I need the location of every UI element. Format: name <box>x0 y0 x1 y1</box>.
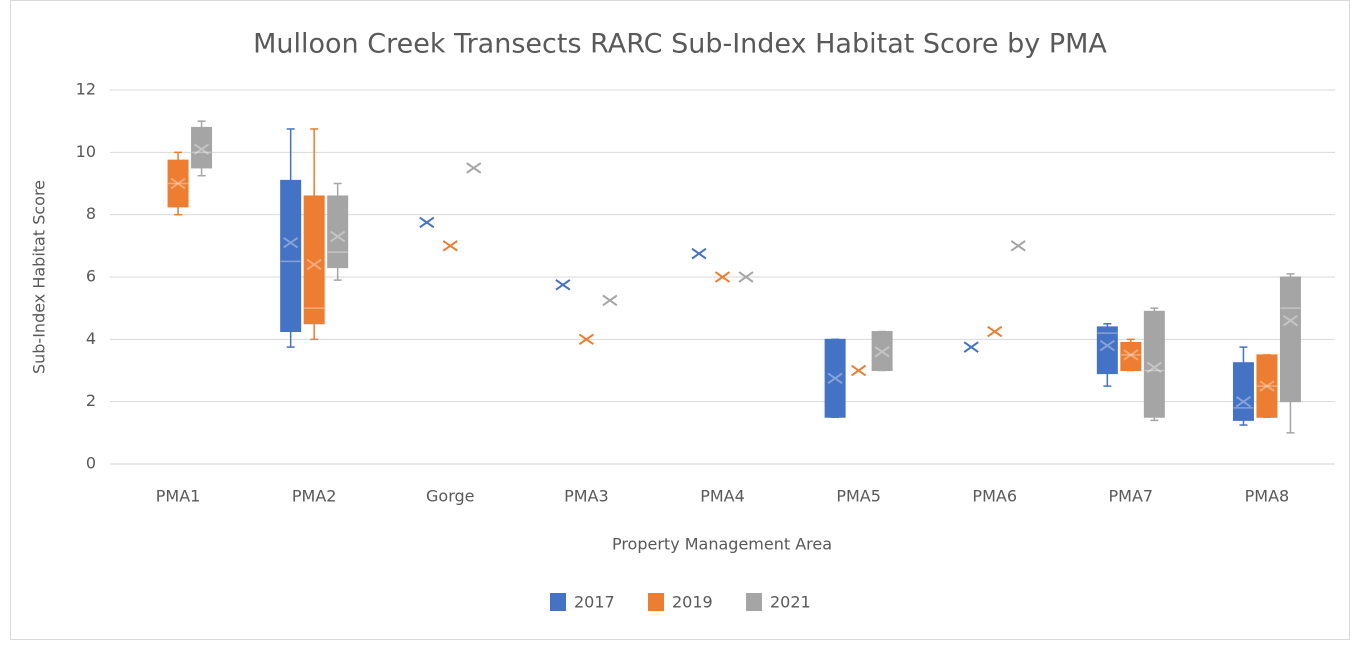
legend-swatch <box>746 593 762 611</box>
box <box>1096 326 1118 375</box>
mean-marker <box>1282 314 1299 327</box>
box <box>824 338 846 418</box>
mean-marker <box>1099 339 1115 352</box>
y-tick-label: 2 <box>86 391 96 410</box>
x-tick-label: PMA8 <box>1245 487 1290 506</box>
y-tick-label: 8 <box>86 204 96 223</box>
x-tick-label: PMA5 <box>836 487 881 506</box>
box <box>303 195 325 325</box>
mean-marker <box>466 162 482 174</box>
mean-marker <box>1010 240 1026 252</box>
box <box>1256 354 1278 418</box>
mean-marker <box>193 143 210 155</box>
mean-marker <box>714 271 731 283</box>
x-tick-label: PMA4 <box>700 487 745 506</box>
x-tick-label: PMA3 <box>564 487 609 506</box>
legend-label: 2017 <box>574 593 615 612</box>
y-tick-label: 4 <box>86 329 96 348</box>
chart-frame <box>10 0 1350 640</box>
box <box>1143 310 1165 418</box>
box <box>327 195 349 269</box>
legend-label: 2021 <box>770 593 811 612</box>
mean-marker <box>306 258 322 271</box>
box <box>167 159 189 208</box>
x-tick-label: PMA6 <box>972 487 1017 506</box>
mean-marker <box>1146 361 1162 374</box>
box <box>280 179 302 333</box>
x-tick-label: Gorge <box>426 487 474 506</box>
x-tick-label: PMA7 <box>1109 487 1154 506</box>
y-tick-label: 10 <box>76 142 96 161</box>
x-tick-label: PMA2 <box>292 487 337 506</box>
box <box>1120 341 1142 372</box>
x-axis-label: Property Management Area <box>612 535 832 554</box>
chart-title: Mulloon Creek Transects RARC Sub-Index H… <box>253 29 1107 60</box>
box <box>191 126 213 169</box>
mean-marker <box>283 236 299 249</box>
mean-marker <box>1235 395 1252 408</box>
mean-marker <box>987 325 1003 338</box>
mean-marker <box>578 333 594 346</box>
mean-marker <box>442 240 458 252</box>
mean-marker <box>738 271 754 283</box>
mean-marker <box>1259 380 1275 392</box>
legend-swatch <box>648 593 664 611</box>
mean-marker <box>555 279 571 291</box>
box <box>1279 276 1301 403</box>
mean-marker <box>691 247 707 260</box>
mean-marker <box>419 216 435 229</box>
legend-label: 2019 <box>672 593 713 612</box>
legend-swatch <box>550 593 566 611</box>
mean-marker <box>874 346 890 358</box>
mean-marker <box>330 230 346 243</box>
mean-marker <box>963 341 979 353</box>
mean-marker <box>602 294 618 307</box>
box <box>871 331 893 371</box>
mean-marker <box>1123 349 1139 361</box>
box <box>1232 362 1254 421</box>
mean-marker <box>851 364 867 377</box>
x-tick-label: PMA1 <box>156 487 201 506</box>
y-tick-label: 12 <box>76 80 96 99</box>
mean-marker <box>170 177 186 190</box>
y-tick-label: 0 <box>86 454 96 473</box>
y-tick-label: 6 <box>86 267 96 286</box>
y-axis-label: Sub-Index Habitat Score <box>30 180 49 374</box>
mean-marker <box>827 372 843 385</box>
